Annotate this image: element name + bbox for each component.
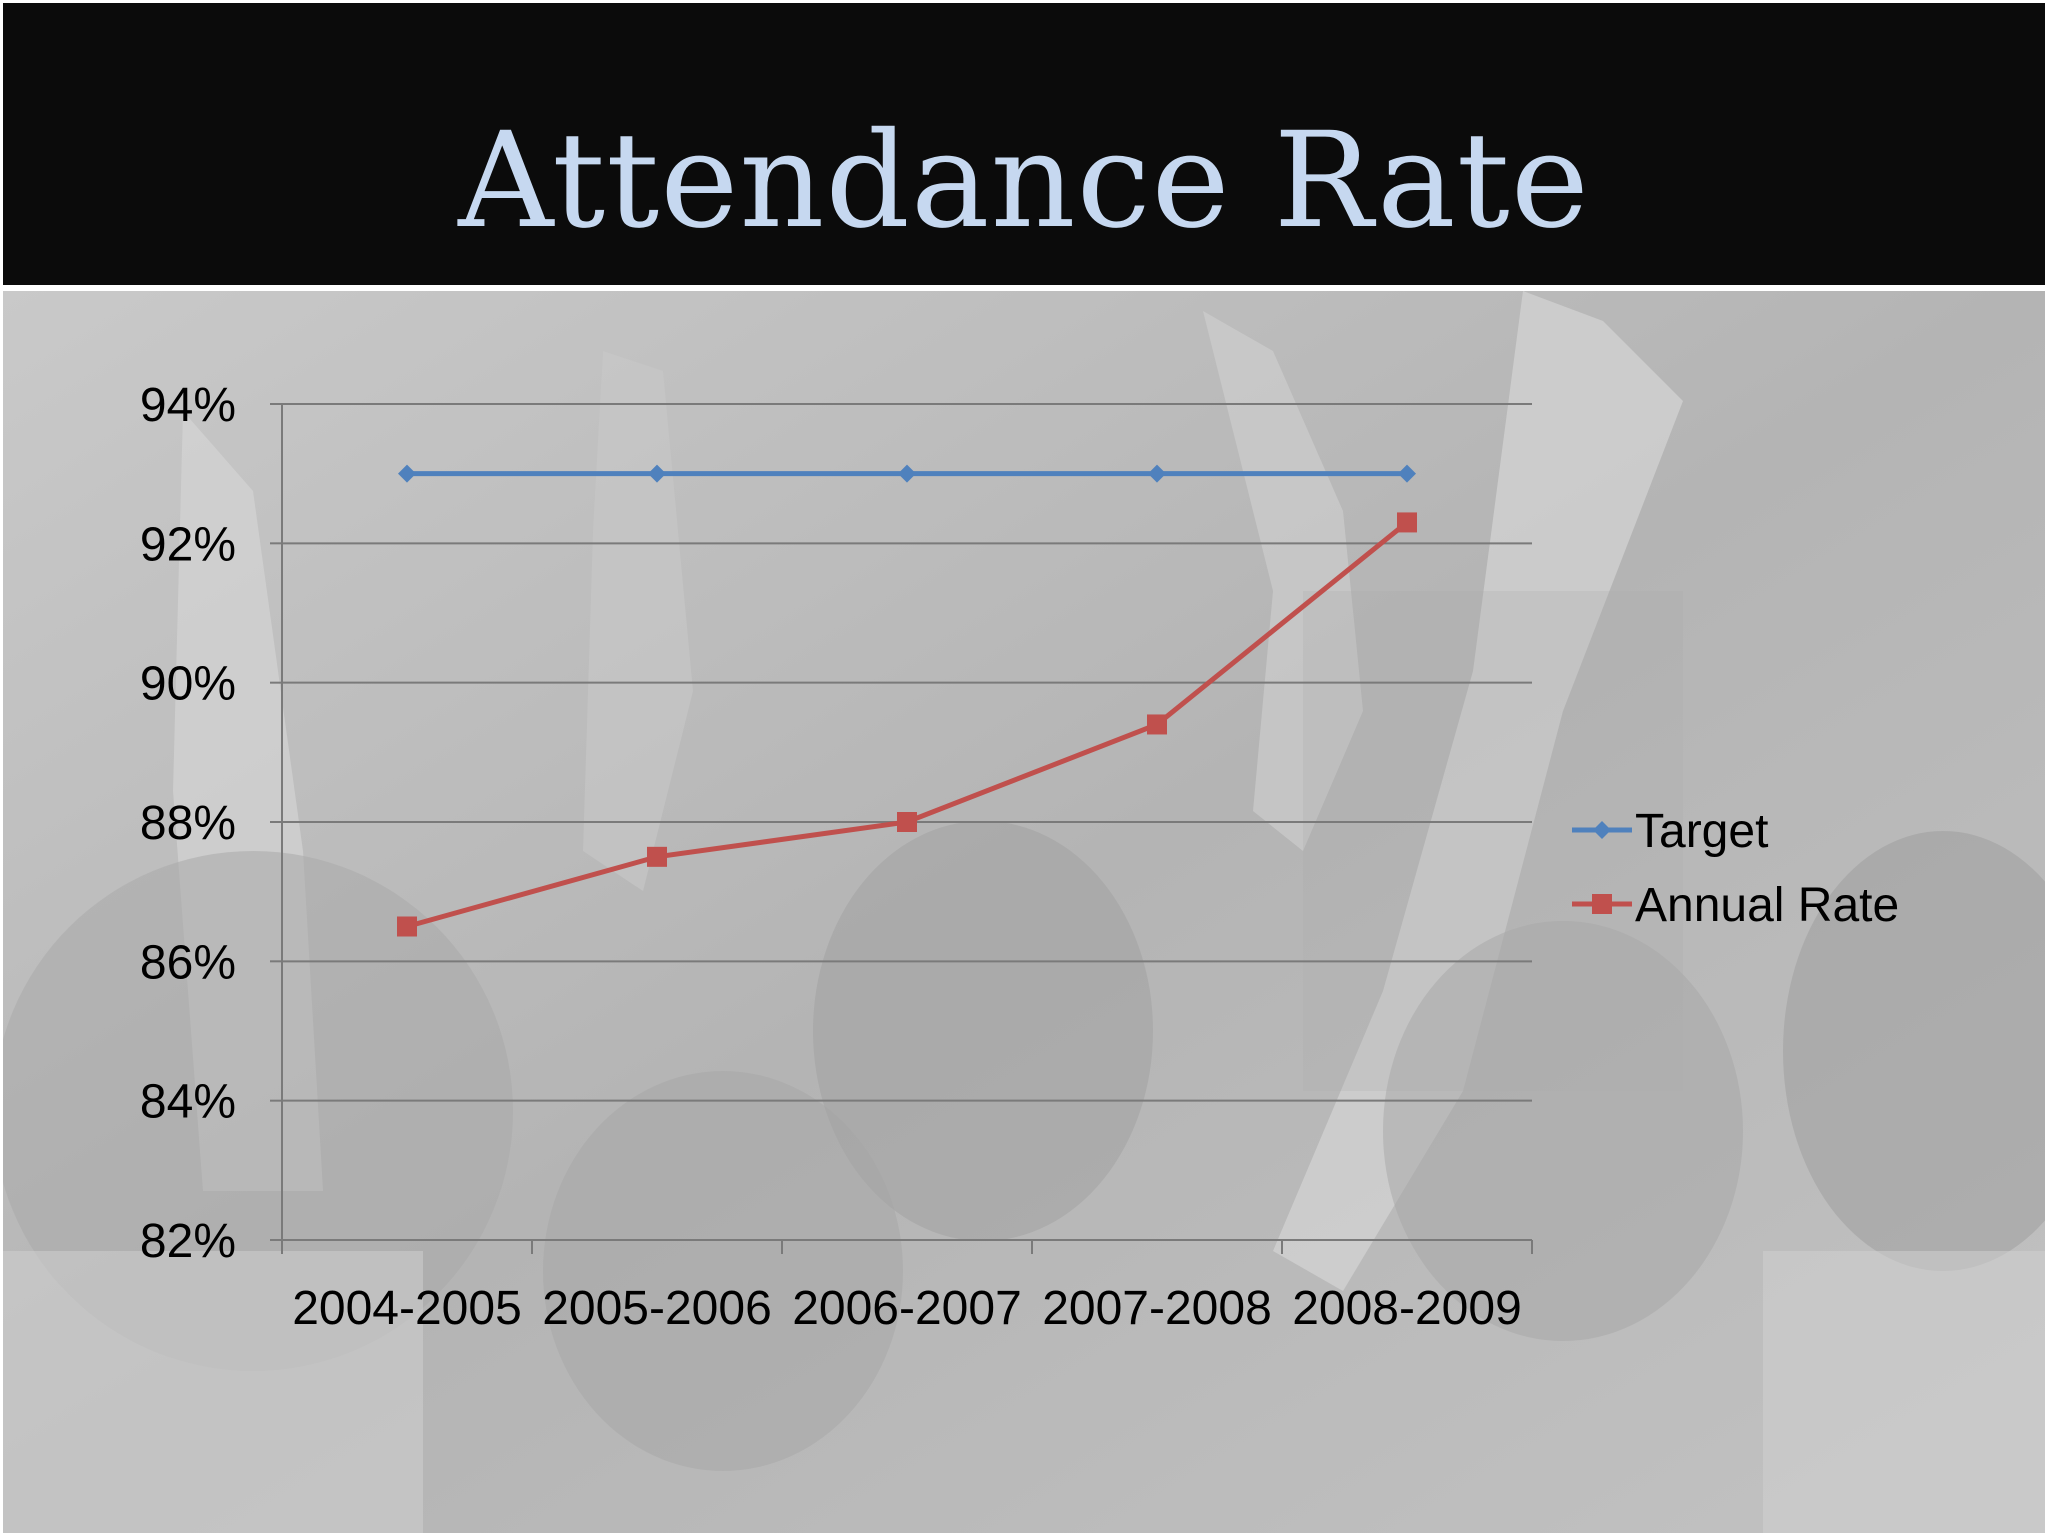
x-tick-label: 2008-2009	[1292, 1282, 1522, 1335]
slide: Attendance Rate	[3, 3, 2045, 1533]
data-point-annual-rate	[647, 846, 667, 867]
x-tick-label: 2006-2007	[792, 1282, 1022, 1335]
data-point-target	[898, 464, 916, 483]
y-tick-label: 94%	[140, 379, 236, 432]
gridlines	[282, 403, 1532, 1102]
axes	[270, 403, 1533, 1254]
legend-marker-target	[1593, 821, 1611, 839]
x-tick-label: 2005-2006	[542, 1282, 772, 1335]
y-tick-label: 90%	[140, 658, 236, 711]
data-point-target	[1398, 464, 1416, 483]
y-tick-label: 92%	[140, 518, 236, 571]
y-tick-label: 84%	[140, 1076, 236, 1129]
series-group	[397, 464, 1417, 937]
series-line-annual-rate	[406, 520, 1409, 929]
data-point-target	[1148, 464, 1166, 483]
legend-label-target: Target	[1635, 805, 1768, 858]
legend-label-annual-rate: Annual Rate	[1635, 879, 1899, 932]
legend-marker-annual-rate	[1592, 894, 1612, 914]
legend: Target Annual Rate	[1572, 805, 1899, 932]
data-point-annual-rate	[397, 916, 417, 937]
data-point-annual-rate	[1147, 714, 1167, 735]
classroom-photo-background	[3, 291, 2045, 1533]
title-bar: Attendance Rate	[3, 3, 2045, 291]
data-point-annual-rate	[897, 812, 917, 832]
x-axis-tick-labels: 2004-2005 2005-2006 2006-2007 2007-2008 2008…	[292, 1282, 1522, 1335]
y-tick-label: 82%	[140, 1215, 236, 1268]
data-point-target	[648, 464, 666, 483]
x-tick-label: 2004-2005	[292, 1282, 522, 1335]
slide-title: Attendance Rate	[458, 104, 1590, 258]
y-tick-label: 88%	[140, 797, 236, 850]
y-tick-label: 86%	[140, 936, 236, 989]
data-point-annual-rate	[1397, 512, 1417, 533]
y-axis-tick-labels: 82% 84% 86% 88% 90% 92% 94%	[140, 379, 236, 1268]
x-tick-label: 2007-2008	[1042, 1282, 1272, 1335]
data-point-target	[398, 464, 416, 483]
